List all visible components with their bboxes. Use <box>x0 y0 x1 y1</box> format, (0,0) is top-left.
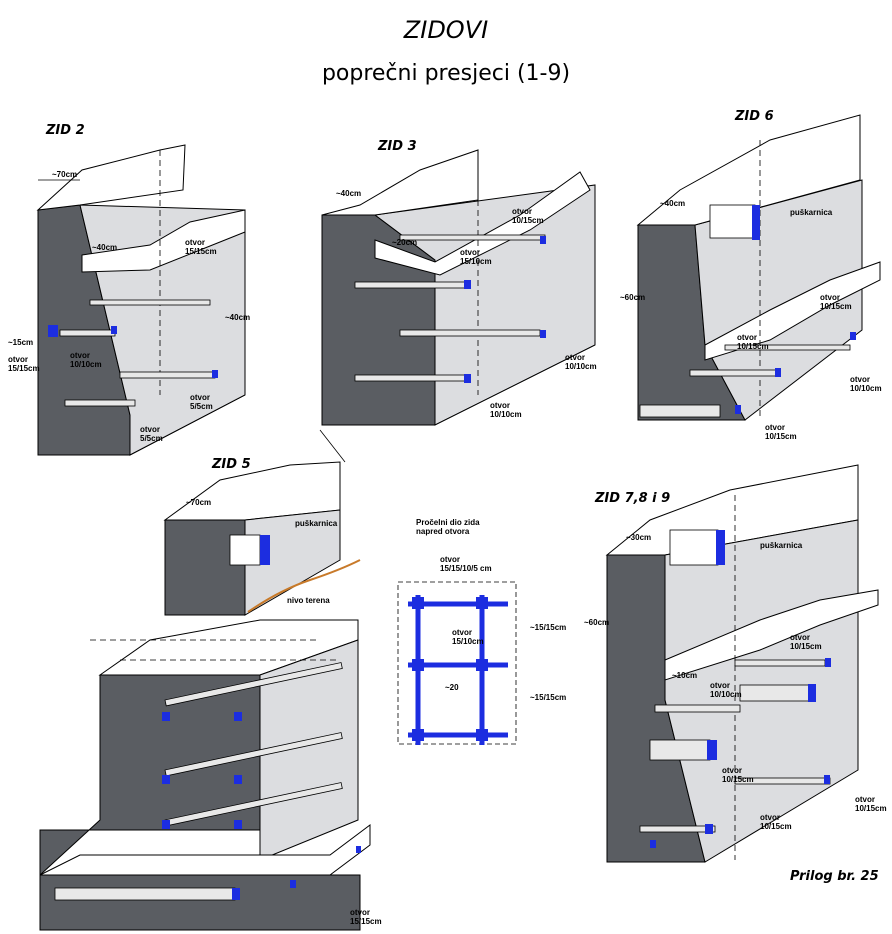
zid2-otvor-c: otvor 5/5cm <box>190 393 213 411</box>
zid2-otvor-e: otvor 15/15cm <box>8 355 40 373</box>
zid5-puskarnica: puškarnica <box>295 519 338 528</box>
zid2-dim-b: ~15cm <box>8 338 33 347</box>
zid789-otvor-b: otvor 10/10cm <box>710 681 742 699</box>
zid6-otvor-d: otvor 10/15cm <box>765 423 797 441</box>
zid6-otvor-b: otvor 10/15cm <box>737 333 769 351</box>
front-grid-view: Pročelni dio zida napred otvora otvor 15/1… <box>397 518 566 745</box>
zid3-otvor-a: otvor 10/15cm <box>512 207 544 225</box>
zid5-dim-top: ~70cm <box>186 498 211 507</box>
zid3-otvor-c: otvor 10/10cm <box>565 353 597 371</box>
zid789-dim-a: ~60cm <box>584 618 609 627</box>
zid3-dim-top: ~40cm <box>336 189 361 198</box>
zid3-otvor-d: otvor 10/10cm <box>490 401 522 419</box>
wall-label-zid-5: ZID 5 <box>211 457 251 472</box>
zid6-puskarnica: puškarnica <box>790 208 833 217</box>
zid5-terrain: nivo terena <box>287 596 330 605</box>
zid789-dim-top: ~30cm <box>626 533 651 542</box>
zid2-otvor-a: otvor 15/15cm <box>185 238 217 256</box>
wall-label-zid-7-8-9: ZID 7,8 i 9 <box>594 491 670 506</box>
zid6-dim-a: ~60cm <box>620 293 645 302</box>
zid6-otvor-c: otvor 10/10cm <box>850 375 882 393</box>
grid-dim-v2: ~15/15cm <box>530 693 566 702</box>
zid789-otvor-e: otvor 10/15cm <box>760 813 792 831</box>
wall-label-zid-6: ZID 6 <box>734 109 774 124</box>
grid-dim-v1: ~15/15cm <box>530 623 566 632</box>
wall-zid-2: ZID 2 ~70cm ~40cm ~15cm otvor 15/15cm otv… <box>8 123 250 456</box>
grid-otvor-a: otvor 15/15/10/5 cm <box>440 555 492 573</box>
zid2-otvor-d: otvor 5/5cm <box>140 425 163 443</box>
zid6-dim-top: ~40cm <box>660 199 685 208</box>
wall-zid-7-8-9: ZID 7,8 i 9 ~30cm ~60cm ~10cm puškarnica… <box>584 464 887 863</box>
zid2-dim-top: ~70cm <box>52 170 77 179</box>
zid3-otvor-b: otvor 15/10cm <box>460 248 492 266</box>
zid789-otvor-d: otvor 10/15cm <box>855 795 887 813</box>
zid789-otvor-c: otvor 10/15cm <box>722 766 754 784</box>
zid5-otvor-a: otvor 15/15cm <box>350 908 382 926</box>
zid2-dim-c: ~40cm <box>225 313 250 322</box>
wall-label-zid-3: ZID 3 <box>377 139 417 154</box>
wall-zid-3: ZID 3 ~40cm ~20cm otvor 10/15cm otvor 15/1… <box>321 139 597 426</box>
wall-label-zid-2: ZID 2 <box>45 123 85 138</box>
annex-label: Prilog br. 25 <box>790 869 879 884</box>
sheet-subtitle: poprečni presjeci (1-9) <box>322 61 570 86</box>
grid-title: Pročelni dio zida napred otvora <box>416 518 480 536</box>
zid3-dim-a: ~20cm <box>392 238 417 247</box>
zid789-puskarnica: puškarnica <box>760 541 803 550</box>
wall-zid-6: ZID 6 ~40cm ~60cm puškarnica otvor 10/15c… <box>620 109 882 441</box>
zid789-otvor-a: otvor 10/15cm <box>790 633 822 651</box>
grid-otvor-b: otvor 15/10cm <box>452 628 484 646</box>
zid6-otvor-a: otvor 10/15cm <box>820 293 852 311</box>
sheet-title: ZIDOVI <box>403 16 488 44</box>
zid789-dim-b: ~10cm <box>672 671 697 680</box>
grid-dim-h: ~20 <box>445 683 459 692</box>
wall-zid-5: ZID 5 ~70cm puškarnica nivo terena otvor… <box>39 457 382 931</box>
zid2-dim-a: ~40cm <box>92 243 117 252</box>
zid2-otvor-b: otvor 10/10cm <box>70 351 102 369</box>
